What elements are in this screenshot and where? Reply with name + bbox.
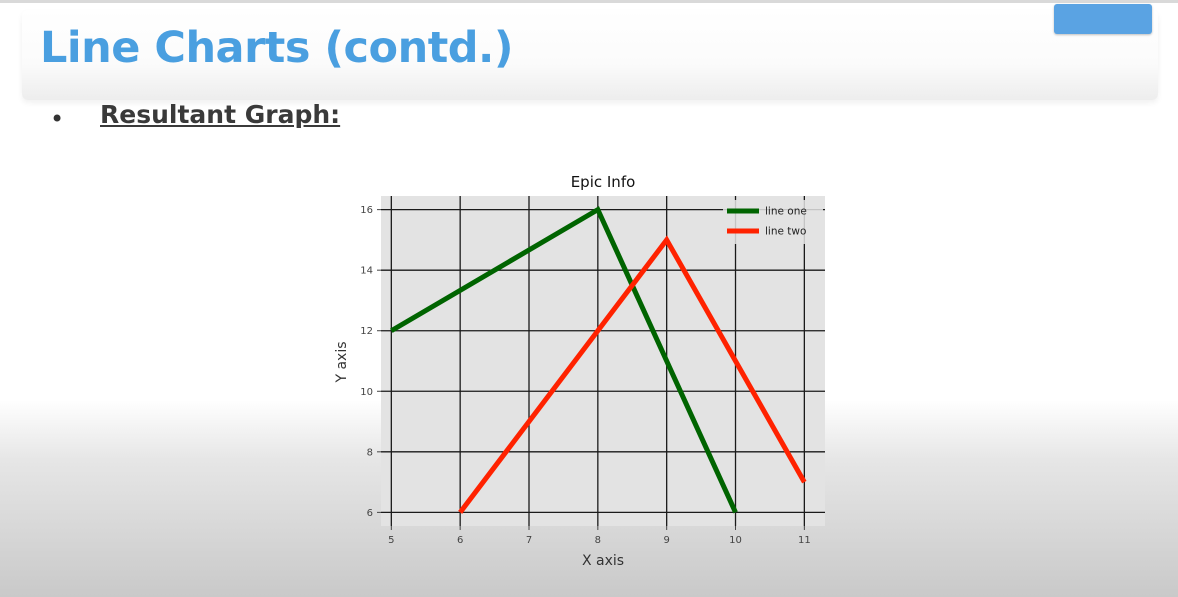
y-tick-label: 12 <box>360 326 373 337</box>
ticks: 5 6 7 8 9 10 11 6 8 10 12 14 16 <box>360 205 810 546</box>
legend-label-1: line one <box>765 206 807 218</box>
bullet-icon: • <box>50 105 65 133</box>
title-band <box>22 10 1158 100</box>
x-axis-label: X axis <box>582 553 624 569</box>
x-tick-label: 5 <box>388 535 394 546</box>
series <box>390 206 807 514</box>
y-axis-label: Y axis <box>334 341 350 383</box>
legend-box <box>723 200 823 244</box>
legend: line one line two <box>723 200 823 244</box>
x-tick-label: 7 <box>526 535 532 546</box>
series-line-2 <box>458 235 807 514</box>
x-tick-label: 10 <box>729 535 742 546</box>
x-tick-label: 6 <box>457 535 463 546</box>
y-tick-label: 14 <box>360 266 373 277</box>
plot-area <box>381 196 825 526</box>
corner-tab <box>1054 4 1152 34</box>
bullet-text: Resultant Graph: <box>100 100 341 129</box>
legend-label-2: line two <box>765 226 806 238</box>
x-tick-label: 11 <box>798 535 811 546</box>
top-border <box>0 0 1178 3</box>
chart-title: Epic Info <box>571 173 636 191</box>
grid <box>381 196 825 526</box>
y-tick-label: 16 <box>360 205 373 216</box>
x-tick-label: 9 <box>663 535 669 546</box>
series-line-1 <box>390 206 738 514</box>
slide-title: Line Charts (contd.) <box>40 23 514 73</box>
x-tick-label: 8 <box>595 535 601 546</box>
y-tick-label: 10 <box>360 387 373 398</box>
y-tick-label: 8 <box>367 447 373 458</box>
y-tick-label: 6 <box>367 508 373 519</box>
